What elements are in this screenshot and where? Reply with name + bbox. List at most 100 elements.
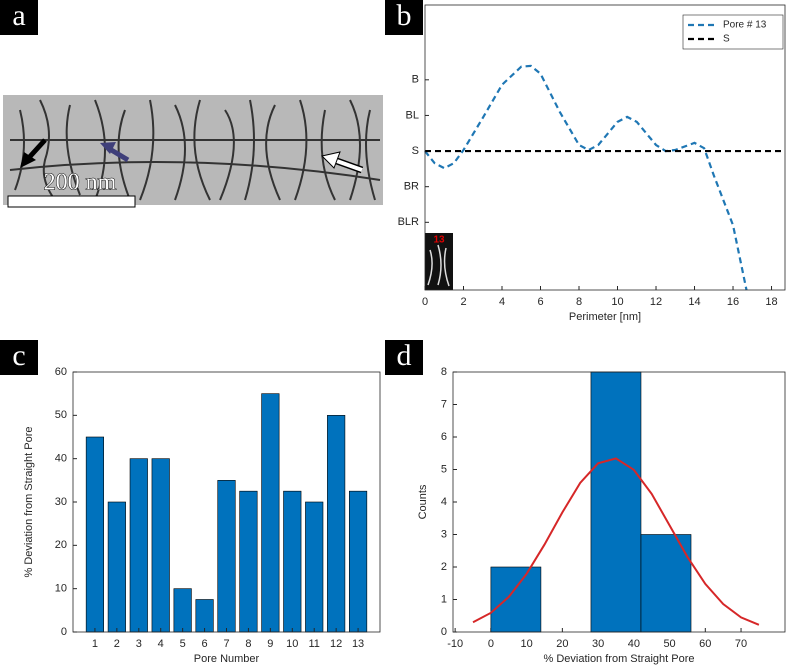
bar <box>305 501 324 633</box>
histogram-bar <box>640 534 692 633</box>
micrograph: 200 nm <box>3 95 383 208</box>
scale-label: 200 nm <box>44 170 117 196</box>
bar <box>195 599 214 633</box>
x-tick-label: -10 <box>447 638 463 650</box>
y-tick-label: 50 <box>55 409 67 421</box>
panel-letter: c <box>12 339 25 372</box>
x-tick-label: 70 <box>735 638 747 650</box>
axes-frame <box>424 4 786 291</box>
bar <box>129 458 148 633</box>
legend-label: S <box>723 34 730 45</box>
y-tick-label: 10 <box>55 583 67 595</box>
micrograph-texture <box>9 99 381 201</box>
x-tick-label: 11 <box>309 638 320 650</box>
x-tick-label: 13 <box>352 638 364 650</box>
y-tick-label: BLR <box>398 216 419 228</box>
x-tick-label: 6 <box>537 296 543 308</box>
y-axis-label: Counts <box>417 484 429 519</box>
x-tick-label: 30 <box>592 638 604 650</box>
x-tick-label: 12 <box>330 638 342 650</box>
histogram-bar <box>490 566 542 633</box>
fit-curve <box>472 457 760 626</box>
x-tick-label: 8 <box>576 296 582 308</box>
y-tick-label: 6 <box>441 431 447 443</box>
x-axis-label: Pore Number <box>194 653 260 665</box>
y-tick-label: 0 <box>61 626 67 638</box>
x-tick-label: 5 <box>180 638 186 650</box>
x-tick-label: 16 <box>727 296 739 308</box>
axes-frame <box>72 371 381 633</box>
x-tick-label: 10 <box>286 638 298 650</box>
bar <box>348 490 368 633</box>
legend-label: Pore # 13 <box>723 20 767 31</box>
x-tick-label: 40 <box>628 638 640 650</box>
x-tick-label: 0 <box>422 296 428 308</box>
bar <box>217 480 236 633</box>
arrow-head <box>20 152 36 168</box>
micrograph-image <box>3 95 383 205</box>
y-tick-label: 8 <box>441 366 447 378</box>
x-tick-label: 10 <box>520 638 532 650</box>
y-tick-label: 5 <box>441 463 447 475</box>
y-tick-label: 3 <box>441 528 447 540</box>
x-tick-label: 9 <box>267 638 273 650</box>
scale-bar <box>7 195 136 208</box>
x-tick-label: 60 <box>699 638 711 650</box>
y-tick-label: 40 <box>55 453 67 465</box>
bar <box>239 490 258 633</box>
y-tick-label: 30 <box>55 496 67 508</box>
y-tick-label: 4 <box>441 496 447 508</box>
y-tick-label: 0 <box>441 626 447 638</box>
line <box>424 64 748 291</box>
bar <box>261 393 280 633</box>
x-axis-label: % Deviation from Straight Pore <box>543 653 694 665</box>
y-tick-label: 20 <box>55 539 67 551</box>
inset-label: 13 <box>433 235 445 246</box>
panel-letter-box <box>0 340 38 375</box>
bar <box>283 490 302 633</box>
x-tick-label: 4 <box>499 296 505 308</box>
panel-letter: b <box>397 0 412 32</box>
panel-letter-box <box>385 340 423 375</box>
x-tick-label: 0 <box>488 638 494 650</box>
x-tick-label: 7 <box>223 638 229 650</box>
histogram-bar <box>590 371 642 633</box>
arrow-white <box>333 158 363 172</box>
panel-letter-box <box>0 0 38 35</box>
legend-box <box>682 14 784 50</box>
x-tick-label: 18 <box>765 296 777 308</box>
y-tick-label: BR <box>404 181 419 193</box>
x-tick-label: 2 <box>460 296 466 308</box>
y-tick-label: 2 <box>441 561 447 573</box>
bar <box>151 458 170 633</box>
y-tick-label: S <box>412 145 419 157</box>
y-tick-label: B <box>412 74 419 86</box>
y-tick-label: BL <box>406 109 419 121</box>
bar <box>173 588 192 633</box>
arrow-head <box>321 151 341 169</box>
y-tick-label: 7 <box>441 398 447 410</box>
arrow-head <box>100 142 116 154</box>
panel-letter: d <box>397 339 412 372</box>
x-tick-label: 20 <box>556 638 568 650</box>
y-axis-label: % Deviation from Straight Pore <box>23 426 35 577</box>
x-tick-label: 12 <box>650 296 662 308</box>
panel-letter-box <box>385 0 423 35</box>
x-tick-label: 14 <box>688 296 700 308</box>
bar <box>107 501 126 633</box>
panel-letter: a <box>12 0 25 32</box>
y-tick-label: 1 <box>441 593 447 605</box>
bar <box>85 436 104 633</box>
inset: 13 <box>425 233 453 290</box>
x-tick-label: 2 <box>114 638 120 650</box>
y-tick-label: 60 <box>55 366 67 378</box>
inset-texture <box>427 244 450 287</box>
x-tick-label: 4 <box>158 638 164 650</box>
x-tick-label: 6 <box>202 638 208 650</box>
x-tick-label: 50 <box>663 638 675 650</box>
x-axis-label: Perimeter [nm] <box>569 311 641 323</box>
x-tick-label: 10 <box>611 296 623 308</box>
axes-frame <box>452 371 786 633</box>
bar <box>327 415 346 633</box>
